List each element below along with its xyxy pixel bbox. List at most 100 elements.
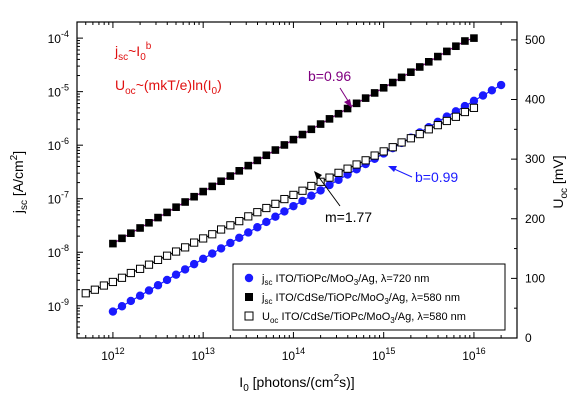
legend-marker-0 [244, 273, 254, 283]
series-1-point [226, 172, 235, 180]
series-2-point [190, 238, 199, 247]
series-2-point [271, 199, 280, 208]
series-2-point [253, 208, 262, 217]
series-0-point [325, 180, 334, 190]
series-1-point [316, 120, 325, 128]
y-right-tick-label: 300 [525, 152, 545, 166]
series-2-point [334, 168, 343, 177]
series-2-point [117, 273, 127, 282]
x-axis-label: I0 [photons/(cm2s)] [239, 373, 354, 394]
series-0-point [271, 212, 280, 221]
series-1-point [361, 94, 370, 102]
series-2-point [280, 194, 289, 204]
series-2-point [361, 156, 370, 165]
x-axis-ticks: 1012 1013 1014 1015 1016 [76, 22, 518, 363]
annotation-m177: m=1.77 [325, 209, 372, 225]
series-2-point [171, 247, 181, 256]
series-0-point [478, 91, 488, 100]
series-0-point [117, 302, 127, 311]
series-2-point [298, 186, 307, 195]
series-0-point [153, 281, 163, 290]
series-0-point [253, 223, 262, 232]
y-left-tick-label: 10-4 [48, 29, 69, 46]
series-0-point [144, 286, 154, 295]
y-left-tick-label: 10-9 [48, 297, 69, 314]
annotation-power-law: jsc~I0b [114, 41, 152, 63]
legend-label-2: Uoc ITO/CdSe/TiOPc/MoO3/Ag, λ=580 nm [262, 311, 466, 325]
series-0-point [226, 238, 235, 248]
legend-marker-1 [245, 293, 253, 301]
series-2-point [469, 103, 479, 112]
series-1-point [190, 192, 198, 201]
series-0-point [162, 275, 172, 285]
y-left-tick-label: 10-7 [48, 190, 69, 207]
series-0-point [280, 207, 289, 216]
series-1-point [470, 34, 478, 42]
x-tick-label: 1014 [282, 346, 305, 363]
x-tick-label: 1012 [101, 346, 124, 363]
series-0-point [298, 196, 307, 206]
series-2-point [307, 181, 316, 191]
y-right-tick-label: 200 [525, 212, 545, 226]
series-1-point [127, 229, 135, 237]
series-1-point [199, 187, 207, 196]
series-2-point [415, 129, 424, 139]
series-0-point [496, 80, 506, 90]
series-1-point [407, 68, 415, 76]
series-0-point [244, 228, 253, 237]
series-2-point [388, 143, 397, 152]
series-2-point [217, 225, 226, 234]
series-1-point [154, 213, 162, 222]
series-2-point [81, 289, 90, 298]
series-1-point [172, 203, 180, 212]
series-2-point [325, 173, 334, 182]
series-1-point [217, 177, 225, 186]
series-2-point [262, 203, 271, 213]
series-2-point [289, 190, 298, 200]
annotation-voc-log: Uoc~(mkT/e)ln(I0) [115, 77, 222, 97]
x-tick-label: 1013 [191, 346, 214, 363]
left-y-axis-label: jsc [A/cm2] [9, 151, 30, 214]
arrowhead-b096 [344, 99, 352, 108]
x-tick-label: 1016 [462, 346, 485, 363]
series-1-point [397, 73, 406, 82]
series-0-point [198, 254, 208, 264]
series-2-point [442, 116, 451, 126]
series-0-point [180, 265, 190, 274]
series-2-point [235, 217, 244, 226]
arrow-b099 [391, 167, 413, 178]
series-1-point [136, 224, 144, 232]
series-1-point [443, 47, 451, 56]
series-0-point [307, 191, 316, 200]
series-1-point [280, 141, 289, 149]
series-1-point [181, 198, 189, 206]
legend-marker-2 [244, 311, 254, 321]
series-1-point [208, 182, 217, 191]
series-0-point [487, 86, 497, 95]
series-1-point [343, 104, 352, 113]
y-left-tick-label: 10-6 [48, 136, 69, 153]
series-2-point [99, 281, 108, 290]
series-0-point [469, 96, 479, 105]
series-2-point [397, 138, 406, 147]
series-2-point [226, 221, 235, 230]
y-right-tick-label: 0 [525, 331, 532, 345]
series-1-point [244, 161, 253, 170]
series-1-point [163, 208, 171, 217]
y-right-tick-label: 500 [525, 33, 545, 47]
series-1-point [118, 234, 126, 243]
series-1-point [352, 99, 361, 108]
series-0-point [316, 186, 325, 195]
series-2-point [451, 112, 460, 121]
series-2-point [126, 268, 135, 278]
series-1-point [271, 146, 280, 154]
data-markers [81, 34, 506, 316]
series-1-point [253, 156, 262, 165]
plot-frame [76, 21, 518, 339]
series-2-point [343, 164, 352, 173]
series-2-point [424, 125, 433, 134]
y-right-tick-label: 400 [525, 93, 545, 107]
series-0-point [235, 233, 244, 243]
series-1-point [434, 52, 442, 61]
